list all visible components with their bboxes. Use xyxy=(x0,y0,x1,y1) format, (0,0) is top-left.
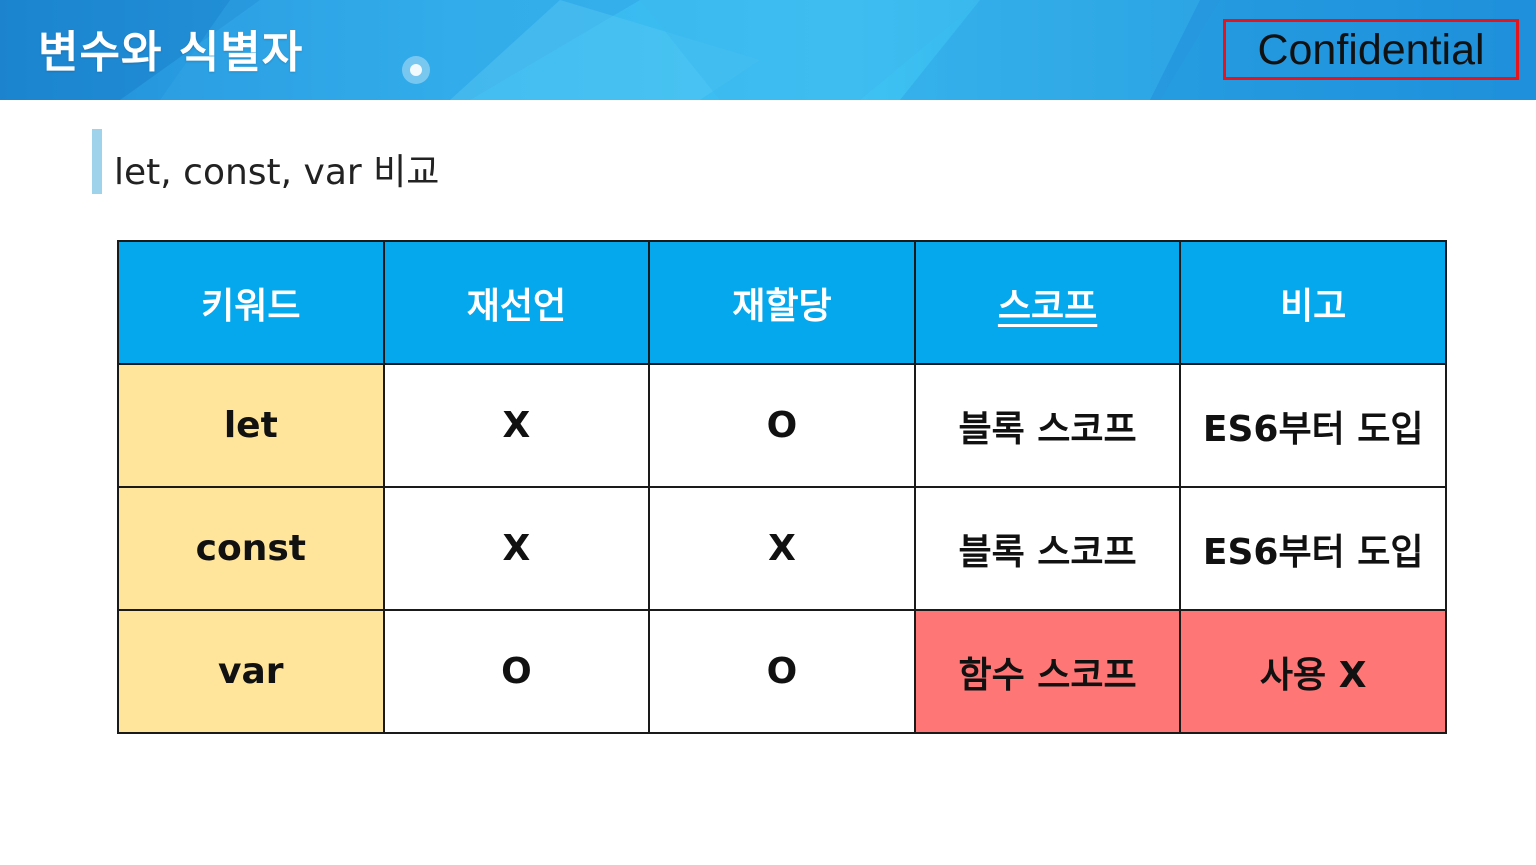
reassign-cell: X xyxy=(648,486,916,611)
note-cell-warning: 사용 X xyxy=(1179,609,1447,734)
note-cell: ES6부터 도입 xyxy=(1179,363,1447,488)
table-header-row: 키워드 재선언 재할당 스코프 비고 xyxy=(117,240,1447,365)
section-accent-bar xyxy=(92,129,102,194)
scope-cell: 블록 스코프 xyxy=(913,363,1182,488)
note-cell: ES6부터 도입 xyxy=(1179,486,1447,611)
page-title: 변수와 식별자 xyxy=(38,27,304,78)
redeclare-cell: O xyxy=(382,609,651,734)
keyword-cell: var xyxy=(117,609,385,734)
header-banner: 변수와 식별자 Confidential xyxy=(0,0,1536,100)
confidential-badge: Confidential xyxy=(1223,19,1519,80)
keyword-cell: let xyxy=(117,363,385,488)
redeclare-cell: X xyxy=(382,486,651,611)
table-row: var O O 함수 스코프 사용 X xyxy=(117,609,1447,734)
column-header-keyword: 키워드 xyxy=(117,240,385,365)
keyword-cell: const xyxy=(117,486,385,611)
column-header-redeclare: 재선언 xyxy=(382,240,651,365)
scope-cell: 블록 스코프 xyxy=(913,486,1182,611)
column-header-scope: 스코프 xyxy=(913,240,1182,365)
column-header-reassign: 재할당 xyxy=(648,240,916,365)
section-heading: let, const, var 비교 xyxy=(114,152,440,193)
reassign-cell: O xyxy=(648,609,916,734)
table-row: const X X 블록 스코프 ES6부터 도입 xyxy=(117,486,1447,611)
comparison-table: 키워드 재선언 재할당 스코프 비고 let X O 블록 스코프 ES6부터 … xyxy=(117,240,1447,734)
reassign-cell: O xyxy=(648,363,916,488)
column-header-note: 비고 xyxy=(1179,240,1447,365)
banner-background-graphic xyxy=(0,0,1536,100)
scope-cell-warning: 함수 스코프 xyxy=(913,609,1182,734)
redeclare-cell: X xyxy=(382,363,651,488)
table-row: let X O 블록 스코프 ES6부터 도입 xyxy=(117,363,1447,488)
